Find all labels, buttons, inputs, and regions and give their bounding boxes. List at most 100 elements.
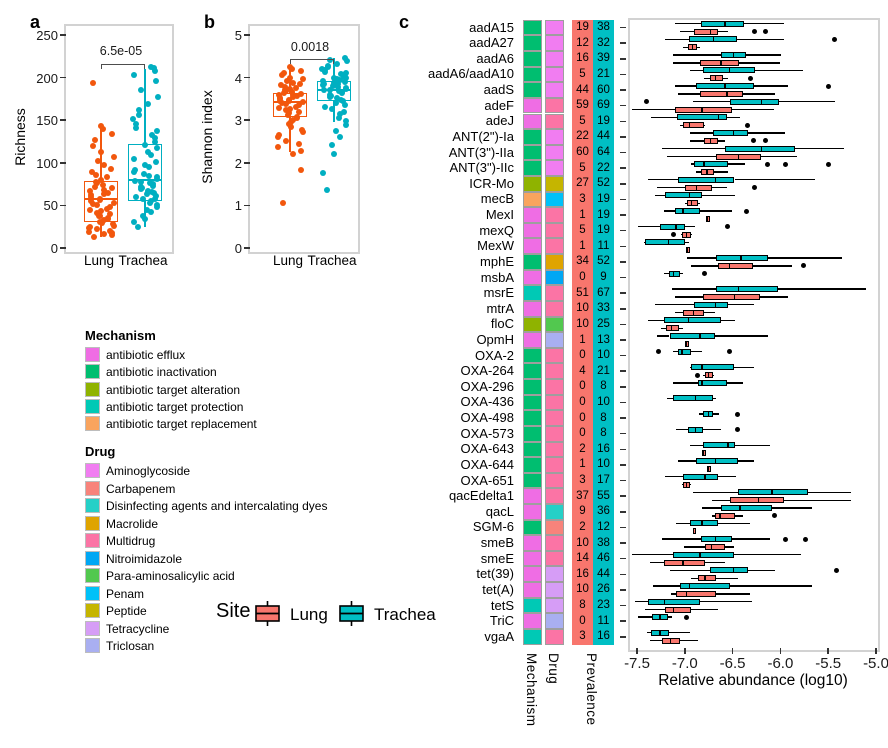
median-line (706, 169, 708, 176)
whisker-right (744, 22, 785, 25)
data-point (142, 216, 149, 223)
prevalence-lung-value: 51 (576, 286, 589, 299)
row-tick (620, 432, 626, 435)
whisker-left (673, 382, 699, 384)
row-tick (620, 620, 626, 622)
median-line (712, 36, 715, 43)
data-point (318, 66, 325, 73)
whisker-right (680, 272, 683, 275)
whisker-right (738, 460, 754, 462)
drug-cell (545, 550, 564, 567)
data-point (341, 101, 348, 108)
outlier-point (764, 161, 770, 167)
prevalence-trachea-value: 22 (597, 161, 610, 174)
y-tick-label: 0 (50, 241, 58, 256)
box (702, 294, 761, 301)
y-tick (244, 204, 250, 207)
prevalence-trachea-value: 10 (597, 349, 610, 362)
drug-cell (545, 410, 564, 426)
data-point (106, 204, 113, 211)
whisker-left (653, 585, 681, 587)
data-point (275, 131, 282, 138)
mechanism-cell (523, 504, 542, 520)
data-point (153, 145, 160, 152)
drug-cell (545, 160, 564, 176)
whisker-left (650, 561, 664, 564)
median-line (728, 262, 731, 269)
prevalence-lung-value: 60 (576, 146, 589, 159)
box (665, 325, 680, 332)
data-point (153, 174, 160, 181)
prevalence-trachea-value: 8 (600, 380, 607, 393)
data-point (94, 158, 101, 165)
whisker-right (702, 194, 735, 197)
whisker-right (779, 101, 835, 103)
median-line (687, 317, 690, 324)
prevalence-trachea-column (593, 19, 614, 645)
outlier-point (825, 83, 831, 89)
row-tick (620, 183, 626, 185)
median-line (682, 559, 684, 566)
row-tick (620, 167, 626, 169)
legend-swatch (85, 550, 100, 566)
outlier-point (670, 232, 676, 238)
median-line (685, 341, 687, 347)
whisker-right (745, 54, 782, 56)
whisker-left (702, 507, 722, 509)
prevalence-trachea-value: 16 (597, 442, 610, 455)
prevalence-trachea-value: 13 (597, 333, 610, 346)
box (709, 75, 724, 82)
whisker-left (673, 350, 679, 353)
box (673, 551, 734, 558)
data-point (93, 178, 100, 185)
data-point (152, 78, 159, 84)
prevalence-trachea-value: 9 (600, 271, 607, 284)
whisker-upper (333, 58, 335, 81)
whisker-right (734, 179, 815, 181)
prevalence-lung-value: 3 (579, 630, 586, 643)
significance-bracket (290, 59, 334, 60)
whisker-upper (144, 69, 146, 145)
gene-label: aadA27 (469, 35, 514, 51)
data-point (146, 180, 153, 187)
gene-label: vgaA (484, 628, 514, 644)
row-tick (620, 526, 626, 529)
data-point (330, 74, 337, 81)
whisker-right (680, 640, 699, 642)
y-tick-label: 100 (36, 155, 58, 171)
box (724, 145, 795, 152)
whisker-left (650, 640, 662, 642)
whisker-right (729, 585, 812, 587)
row-tick (620, 448, 626, 451)
drug-cell (545, 363, 564, 380)
median-line (740, 254, 742, 261)
box (659, 223, 685, 230)
data-point (298, 90, 305, 97)
whisker-right (715, 335, 768, 337)
whisker-left (666, 397, 674, 400)
median-line (685, 247, 688, 254)
whisker-lower (333, 101, 335, 123)
whisker-right (747, 569, 775, 571)
median-line (688, 122, 691, 129)
whisker-left (680, 233, 682, 236)
x-tick-label: -5.0 (863, 655, 888, 672)
row-tick (620, 370, 626, 372)
data-point (338, 89, 345, 96)
legend-item-label: Peptide (106, 604, 147, 618)
data-point (101, 162, 108, 169)
prevalence-trachea-value: 46 (597, 552, 610, 565)
whisker-right (691, 350, 702, 353)
gene-label: OXA-573 (460, 425, 514, 441)
box (676, 590, 717, 597)
median-line (690, 200, 693, 207)
data-point (324, 187, 331, 194)
whisker-left (682, 46, 688, 48)
mechanism-cell (523, 425, 542, 442)
whisker-right (743, 93, 775, 95)
median-line (719, 512, 721, 519)
whisker-right (712, 374, 715, 376)
data-point (287, 86, 294, 93)
data-point (335, 88, 342, 95)
